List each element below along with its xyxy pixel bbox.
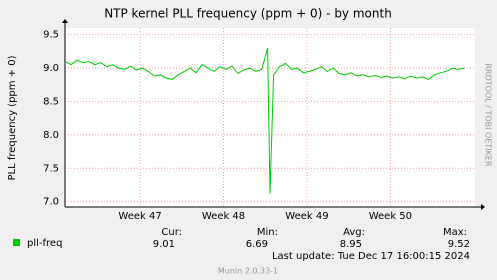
stat-header: Cur: <box>161 227 182 238</box>
stat-header: Min: <box>257 227 278 238</box>
watermark: RRDTOOL / TOBI OETIKER <box>484 63 493 166</box>
x-tick-label: Week 47 <box>118 211 161 222</box>
y-tick-label: 7.0 <box>43 197 59 208</box>
stat-header: Avg: <box>343 227 365 238</box>
x-tick-label: Week 49 <box>285 211 328 222</box>
stat-value: 9.52 <box>448 239 470 250</box>
footer: Munin 2.0.33-1 <box>218 267 278 276</box>
legend-swatch <box>13 239 20 246</box>
y-axis-label: PLL frequency (ppm + 0) <box>7 55 18 180</box>
x-tick-label: Week 48 <box>202 211 245 222</box>
axis-arrow <box>62 19 68 23</box>
axis-arrow <box>481 204 485 210</box>
legend-label: pll-freq <box>27 238 62 249</box>
stat-value: 6.69 <box>246 239 268 250</box>
y-tick-label: 8.0 <box>43 130 59 141</box>
y-tick-label: 8.5 <box>43 96 59 107</box>
y-tick-label: 9.5 <box>43 30 59 41</box>
y-tick-label: 7.5 <box>43 163 59 174</box>
chart-title: NTP kernel PLL frequency (ppm + 0) - by … <box>104 7 392 21</box>
stat-value: 9.01 <box>153 239 175 250</box>
last-update: Last update: Tue Dec 17 16:00:15 2024 <box>272 251 470 262</box>
series-line <box>64 47 465 194</box>
y-tick-label: 9.0 <box>43 63 59 74</box>
stat-value: 8.95 <box>340 239 362 250</box>
stat-header: Max: <box>443 227 467 238</box>
x-tick-label: Week 50 <box>369 211 412 222</box>
